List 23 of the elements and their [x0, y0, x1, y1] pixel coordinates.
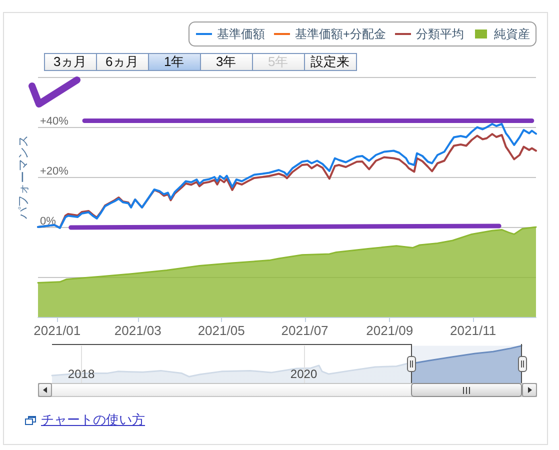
range-button: 6ヵ月 — [96, 52, 149, 70]
legend-label: 純資産 — [494, 27, 530, 41]
legend-label: 基準価額+分配金 — [294, 27, 386, 41]
range-button: 3年 — [200, 52, 253, 70]
range-button: 1年 — [148, 52, 201, 70]
range-button: 3ヵ月 — [44, 52, 97, 70]
legend-label: 基準価額 — [216, 27, 265, 41]
x-tick-label: 2018 — [68, 367, 95, 381]
y-tick-label: +40% — [40, 116, 69, 128]
x-tick-label: 2021/11 — [450, 323, 496, 338]
y-tick-label: +20% — [40, 166, 69, 178]
x-tick-label: 2021/01 — [34, 323, 81, 338]
y-tick-label: 0% — [40, 216, 56, 228]
x-tick-label: 2021/05 — [198, 323, 245, 338]
legend-label: 分類平均 — [416, 27, 464, 41]
x-tick-label: 2021/03 — [114, 323, 162, 338]
x-tick-label: 2020 — [290, 367, 318, 381]
y-axis-title: パフォーマンス — [16, 135, 30, 220]
range-button: 5年 — [252, 52, 305, 70]
x-tick-label: 2021/07 — [281, 323, 328, 338]
range-button: 設定来 — [304, 52, 357, 70]
x-tick-label: 2021/09 — [366, 323, 414, 338]
text: チャートの使い方 — [41, 412, 145, 428]
